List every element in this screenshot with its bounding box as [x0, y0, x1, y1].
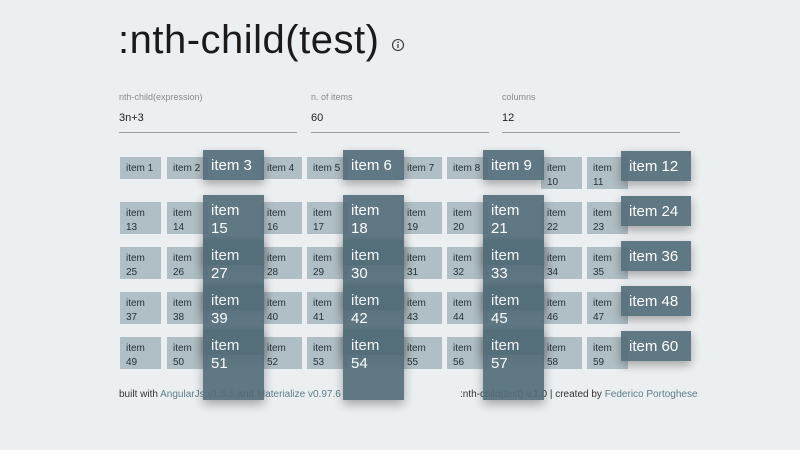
grid-item: item 2 [167, 157, 208, 179]
columns-field-group: columns [502, 92, 680, 133]
grid-item: item 34 [541, 247, 582, 279]
materialize-link[interactable]: Materialize v0.97.6 [256, 389, 341, 400]
header: :nth-child(test) [118, 18, 405, 63]
grid-item: item 10 [541, 157, 582, 189]
expression-input[interactable] [119, 106, 297, 133]
items-count-label: n. of items [311, 92, 353, 102]
grid-item: item 16 [261, 202, 302, 234]
grid-item: item 1 [120, 157, 161, 179]
grid-item: item 40 [261, 292, 302, 324]
grid-item: item 28 [261, 247, 302, 279]
grid-item: item 32 [447, 247, 488, 279]
items-field-group: n. of items [311, 92, 489, 133]
page-title: :nth-child(test) [118, 18, 380, 62]
grid-item: item 20 [447, 202, 488, 234]
grid-item: item 26 [167, 247, 208, 279]
columns-label: columns [502, 92, 536, 102]
grid-item: item 8 [447, 157, 488, 179]
grid-item: item 43 [401, 292, 442, 324]
grid-item: item 4 [261, 157, 302, 179]
grid-item: item 31 [401, 247, 442, 279]
grid-item: item 6 [343, 150, 404, 180]
grid-item: item 24 [621, 196, 691, 226]
grid-item: item 58 [541, 337, 582, 369]
grid-item: item 25 [120, 247, 161, 279]
grid-item: item 55 [401, 337, 442, 369]
grid-item: item 13 [120, 202, 161, 234]
grid-item: item 36 [621, 241, 691, 271]
grid-item: item 7 [401, 157, 442, 179]
author-link[interactable]: Federico Portoghese [604, 389, 698, 400]
grid-item: item 60 [621, 331, 691, 361]
grid-item: item 49 [120, 337, 161, 369]
grid-item: item 57 [483, 330, 544, 400]
grid-item: item 5 [307, 157, 348, 179]
grid-item: item 53 [307, 337, 348, 369]
columns-input[interactable] [502, 106, 680, 133]
grid-item: item 29 [307, 247, 348, 279]
grid-item: item 22 [541, 202, 582, 234]
angularjs-link[interactable]: AngularJs v1.5.5 [160, 389, 235, 400]
grid-item: item 38 [167, 292, 208, 324]
info-icon[interactable] [391, 38, 405, 52]
expression-field-group: nth-child(expression) [119, 92, 297, 133]
footer-text: built with [119, 389, 161, 400]
grid-item: item 37 [120, 292, 161, 324]
items-count-input[interactable] [311, 106, 489, 133]
grid-item: item 50 [167, 337, 208, 369]
grid-item: item 41 [307, 292, 348, 324]
grid-item: item 19 [401, 202, 442, 234]
grid-item: item 44 [447, 292, 488, 324]
grid-item: item 51 [203, 330, 264, 400]
grid-item: item 3 [203, 150, 264, 180]
grid-item: item 52 [261, 337, 302, 369]
grid-item: item 9 [483, 150, 544, 180]
grid-item: item 56 [447, 337, 488, 369]
grid-item: item 48 [621, 286, 691, 316]
grid-item: item 14 [167, 202, 208, 234]
grid-item: item 54 [343, 330, 404, 400]
expression-label: nth-child(expression) [119, 92, 203, 102]
grid-item: item 12 [621, 151, 691, 181]
grid-item: item 46 [541, 292, 582, 324]
grid-item: item 17 [307, 202, 348, 234]
